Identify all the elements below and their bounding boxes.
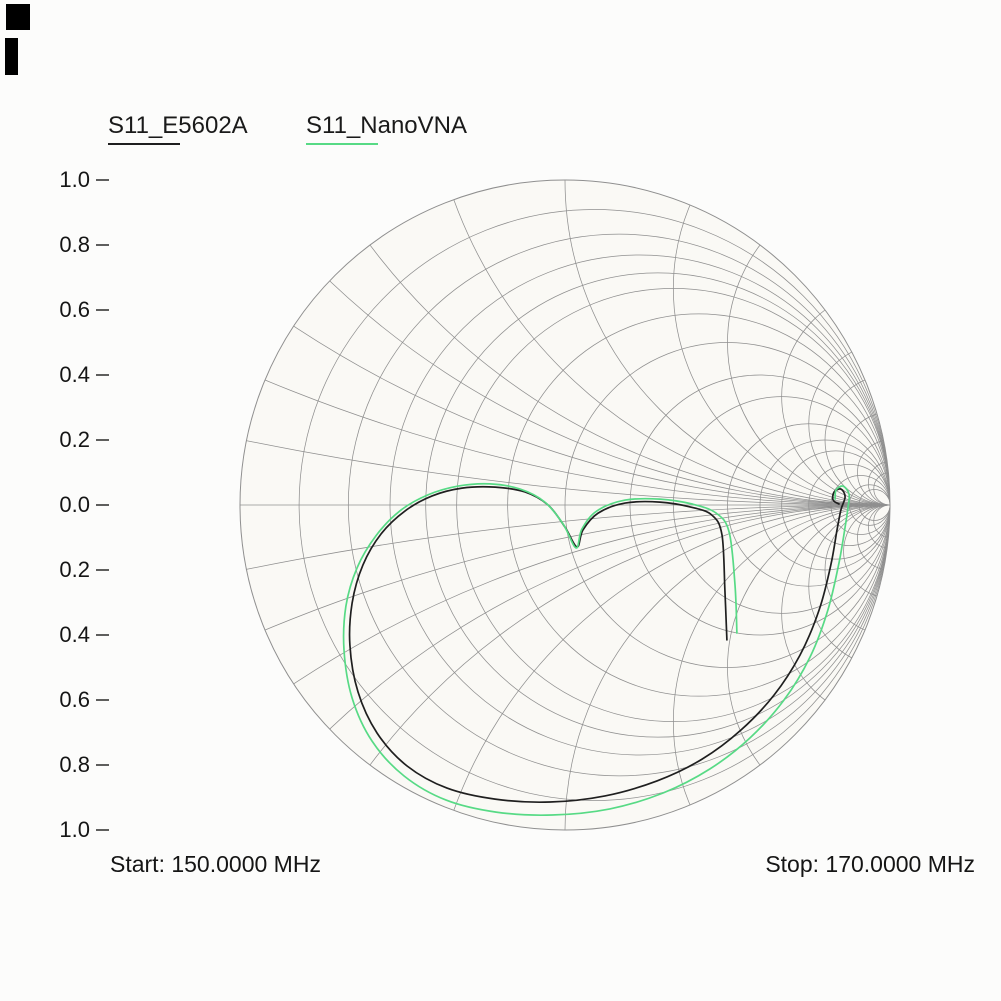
y-tick-label: 0.8 bbox=[59, 752, 90, 777]
y-tick-label: 0.4 bbox=[59, 362, 90, 387]
y-tick-label: 0.0 bbox=[59, 492, 90, 517]
y-tick-label: 0.4 bbox=[59, 622, 90, 647]
smith-outer-circle bbox=[239, 179, 891, 831]
y-tick-label: 1.0 bbox=[59, 817, 90, 842]
trace-s11_e5602a bbox=[348, 485, 846, 803]
y-tick-label: 0.6 bbox=[59, 297, 90, 322]
y-tick-label: 0.2 bbox=[59, 557, 90, 582]
y-tick-label: 1.0 bbox=[59, 167, 90, 192]
legend-item-e5602a: S11_E5602A bbox=[108, 112, 248, 145]
y-tick-label: 0.2 bbox=[59, 427, 90, 452]
legend-swatch-line bbox=[108, 143, 180, 145]
y-axis-ticks bbox=[96, 179, 109, 831]
start-frequency-label: Start: 150.0000 MHz bbox=[110, 851, 321, 877]
legend-swatch-line bbox=[306, 143, 378, 145]
stop-frequency-label: Stop: 170.0000 MHz bbox=[765, 851, 975, 877]
legend-label: S11_E5602A bbox=[108, 112, 248, 139]
trace-s11_nanovna bbox=[342, 482, 851, 817]
y-tick-label: 0.6 bbox=[59, 687, 90, 712]
y-tick-label: 0.8 bbox=[59, 232, 90, 257]
scan-artifact bbox=[6, 4, 30, 30]
legend-label: S11_NanoVNA bbox=[306, 112, 467, 139]
legend-item-nanovna: S11_NanoVNA bbox=[306, 112, 467, 145]
scan-artifact bbox=[5, 38, 18, 75]
